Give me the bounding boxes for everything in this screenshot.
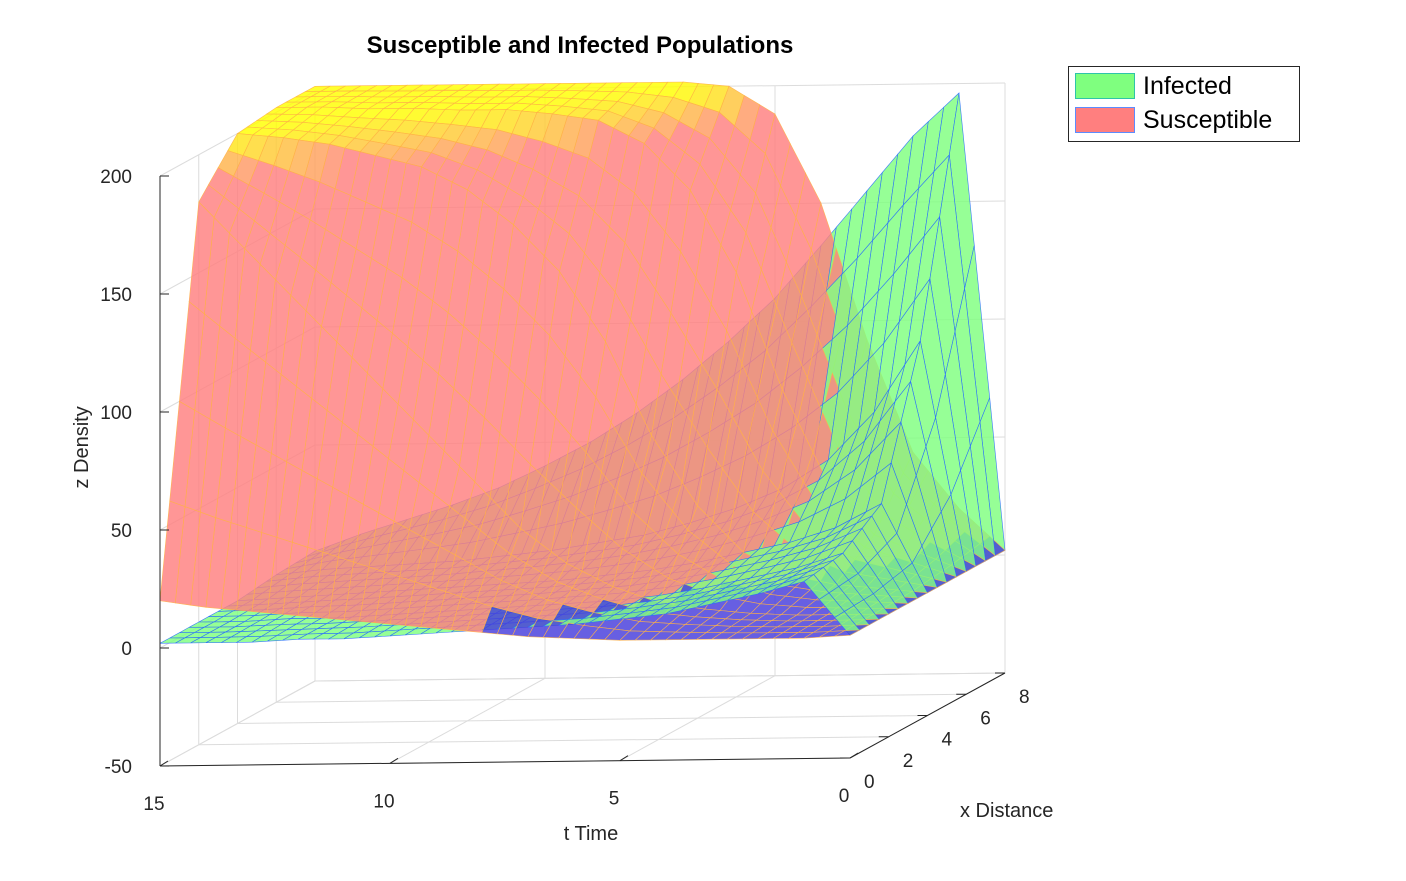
axis-layer: -50 0 50 100 150 200 z Density 0 5 10 15 t Time 0 2 4 6… [71, 167, 1053, 845]
t-axis-line [159, 757, 851, 767]
gridline-floor-x [314, 672, 1006, 682]
t-tick [389, 757, 399, 764]
legend-item-infected[interactable]: Infected [1075, 71, 1232, 101]
z-tick-label: 200 [100, 167, 132, 188]
x-axis-label: x Distance [960, 800, 1053, 822]
x-tick-label: 0 [864, 772, 875, 793]
legend-item-susceptible[interactable]: Susceptible [1075, 105, 1272, 135]
x-tick-label: 2 [903, 751, 914, 772]
surface-layer [159, 81, 1006, 644]
z-tick-label: 50 [111, 521, 132, 542]
t-tick-label: 15 [143, 794, 164, 815]
z-tick-label: 100 [100, 403, 132, 424]
legend-swatch-susceptible [1075, 107, 1135, 133]
surface-patch-susceptible [834, 629, 860, 637]
z-axis-label: z Density [71, 406, 93, 488]
t-tick-label: 0 [839, 786, 850, 807]
x-tick-label: 6 [980, 708, 991, 729]
legend[interactable]: Infected Susceptible [1068, 66, 1300, 142]
t-tick-label: 5 [609, 789, 620, 810]
t-tick [159, 760, 169, 767]
legend-label-susceptible: Susceptible [1143, 105, 1273, 134]
z-tick-label: 0 [121, 639, 132, 660]
t-tick-label: 10 [373, 791, 394, 812]
chart-title: Susceptible and Infected Populations [366, 32, 794, 59]
legend-label-infected: Infected [1143, 71, 1232, 100]
x-tick-label: 4 [942, 730, 953, 751]
gridline-floor-x [198, 736, 889, 746]
t-tick [619, 755, 629, 762]
x-tick-label: 8 [1019, 687, 1030, 708]
legend-swatch-infected [1075, 73, 1135, 99]
t-axis-label: t Time [564, 823, 618, 845]
gridline-floor-x [237, 715, 928, 724]
gridline-floor-x [276, 693, 967, 703]
z-tick-label: 150 [100, 285, 132, 306]
z-tick-label: -50 [105, 757, 132, 778]
